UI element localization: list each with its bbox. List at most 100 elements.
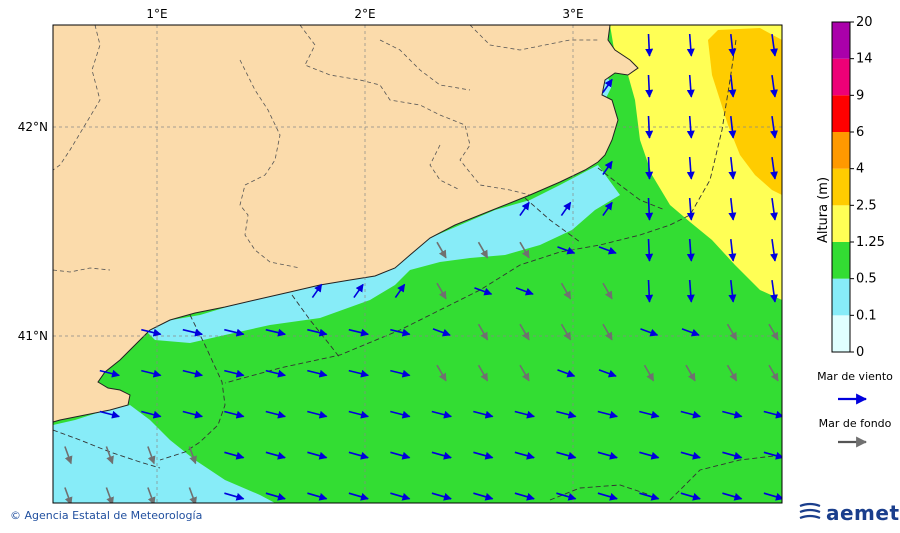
wind-wave-arrow	[473, 451, 494, 460]
wind-wave-arrow	[680, 451, 701, 460]
wind-wave-arrow	[390, 369, 411, 378]
sea-zone-lightblue-sw	[53, 405, 275, 503]
swell-arrow	[477, 241, 489, 259]
wind-wave-arrow	[645, 279, 654, 303]
swell-arrow	[768, 364, 779, 382]
wind-wave-arrow	[311, 283, 323, 299]
wind-wave-arrow	[770, 197, 778, 221]
wind-wave-arrow	[728, 116, 737, 139]
colorbar-band	[832, 168, 850, 206]
wind-wave-arrow	[473, 410, 494, 419]
wind-wave-arrow	[597, 492, 618, 501]
wind-wave-arrow	[514, 410, 535, 419]
sea-zone-orange	[708, 28, 782, 195]
wind-legend-label: Mar de viento	[817, 370, 893, 383]
wind-wave-arrow	[645, 115, 654, 139]
wind-wave-arrow	[348, 369, 369, 378]
colorbar-level-label: 0.5	[856, 272, 877, 287]
coastline	[53, 25, 639, 423]
wave-direction-arrows	[64, 33, 782, 503]
wind-wave-arrow	[557, 369, 576, 378]
wind-wave-arrow	[182, 369, 203, 378]
wind-wave-arrow	[602, 78, 613, 94]
wind-wave-arrow	[348, 328, 369, 337]
wind-wave-arrow	[556, 451, 577, 460]
wind-wave-arrow	[763, 410, 782, 419]
lon-tick-1e: 1°E	[146, 7, 167, 21]
wind-wave-arrow	[639, 410, 660, 419]
colorbar-band	[832, 95, 850, 132]
colorbar-band	[832, 278, 850, 316]
border-lines	[53, 25, 600, 273]
wind-wave-arrow	[265, 410, 286, 419]
wind-wave-arrow	[348, 410, 369, 419]
wind-wave-arrow	[770, 279, 778, 303]
aemet-logo-icon	[799, 502, 821, 520]
swell-arrow	[147, 446, 156, 465]
colorbar-level-label: 4	[856, 162, 864, 177]
swell-arrow	[726, 323, 738, 341]
swell-arrow	[602, 323, 613, 341]
wind-wave-arrow	[348, 451, 369, 460]
colorbar-level-label: 0.1	[856, 308, 877, 323]
swell-legend-label: Mar de fondo	[818, 417, 892, 430]
wind-wave-arrow	[390, 328, 411, 337]
wind-wave-arrow	[722, 451, 743, 460]
wind-wave-arrow	[602, 201, 613, 217]
wind-wave-arrow	[686, 238, 695, 262]
colorbar-level-label: 20	[856, 15, 873, 30]
aemet-logo-text: aemet	[826, 501, 900, 525]
wind-wave-arrow	[728, 75, 737, 98]
swell-arrow	[436, 364, 447, 382]
swell-arrow	[188, 446, 197, 465]
wind-wave-arrow	[514, 451, 535, 460]
wind-wave-arrow	[141, 410, 162, 419]
swell-arrow	[105, 487, 114, 503]
graticule	[53, 25, 782, 503]
wind-wave-arrow	[353, 283, 364, 299]
wind-wave-arrow	[307, 328, 328, 337]
wind-wave-arrow	[141, 328, 162, 337]
wind-wave-arrow	[390, 410, 411, 419]
colorbar-level-label: 2.5	[856, 198, 877, 213]
colorbar-level-label: 1.25	[856, 235, 885, 250]
colorbar-band	[832, 205, 850, 242]
wind-wave-arrow	[640, 328, 659, 337]
swell-arrow	[477, 364, 489, 382]
wind-wave-arrow	[265, 328, 286, 337]
wind-wave-arrow	[307, 369, 328, 378]
wind-wave-arrow	[182, 410, 203, 419]
swell-arrow	[188, 487, 197, 503]
land-area	[53, 25, 638, 422]
wind-wave-arrow	[770, 156, 778, 180]
wind-wave-arrow	[722, 410, 743, 419]
swell-arrow	[602, 282, 613, 300]
wind-wave-arrow	[473, 492, 494, 501]
wind-wave-arrow	[680, 492, 701, 501]
wind-wave-arrow	[431, 492, 452, 501]
swell-arrow	[726, 364, 738, 382]
wind-wave-arrow	[265, 369, 286, 378]
wind-wave-arrow	[99, 369, 120, 378]
wind-wave-arrow	[307, 451, 328, 460]
wind-wave-arrow	[722, 492, 743, 501]
wind-wave-arrow	[557, 246, 576, 255]
swell-arrow	[147, 487, 156, 503]
map-area	[53, 25, 782, 503]
wind-wave-arrow	[265, 451, 286, 460]
swell-arrow	[436, 241, 447, 259]
wind-wave-arrow	[770, 33, 778, 57]
wind-wave-arrow	[265, 492, 286, 501]
colorbar-level-label: 14	[856, 52, 873, 67]
swell-arrow	[64, 487, 73, 503]
wind-wave-arrow	[686, 115, 695, 139]
wind-wave-arrow	[728, 157, 737, 180]
lon-tick-3e: 3°E	[562, 7, 583, 21]
wind-wave-arrow	[474, 287, 493, 296]
wind-wave-arrow	[556, 410, 577, 419]
colorbar-band	[832, 315, 850, 352]
wind-wave-arrow	[602, 160, 613, 176]
swell-arrow	[519, 323, 530, 341]
colorbar-frame	[831, 21, 851, 353]
wind-wave-arrow	[390, 451, 411, 460]
